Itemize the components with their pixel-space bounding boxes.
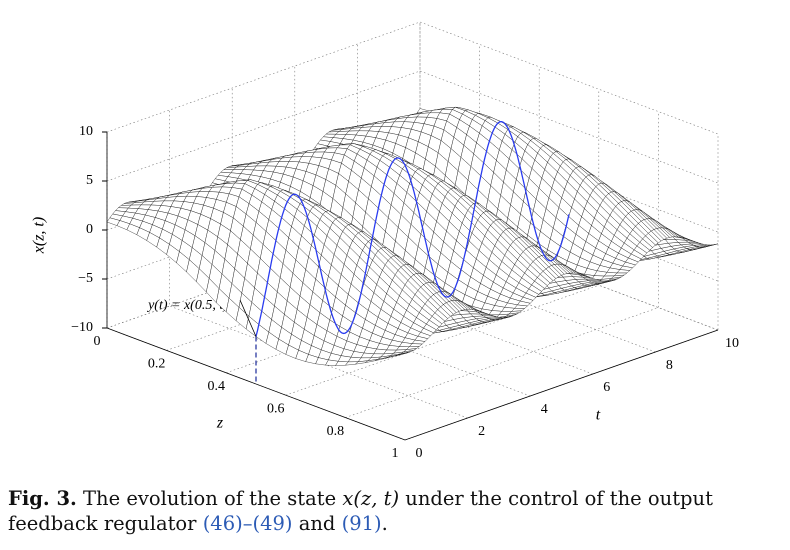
value-axis-label: x(z, t)	[31, 217, 48, 254]
grid-line	[419, 22, 719, 331]
caption-ref[interactable]: (46)–(49)	[202, 512, 293, 535]
value-tick-label: 5	[86, 173, 93, 188]
grid-line	[231, 88, 531, 397]
t-tick-label: 4	[541, 402, 548, 417]
grid-line	[169, 110, 468, 419]
value-tick-label: 0	[86, 222, 93, 237]
caption-text: under the control of the output feedback…	[8, 487, 713, 535]
grid-line	[357, 44, 656, 353]
grid-line	[294, 66, 593, 375]
value-tick-label: −5	[78, 271, 93, 286]
z-tick-label: 0.2	[148, 357, 166, 372]
t-tick-label: 2	[478, 424, 485, 439]
annotation-arrow	[239, 299, 257, 337]
caption-text: and	[298, 512, 336, 535]
surface	[106, 106, 719, 366]
output-curve	[255, 121, 570, 337]
t-tick-label: 6	[603, 380, 610, 395]
surface-cell	[395, 352, 408, 357]
caption-text: .	[381, 512, 388, 535]
caption-label: Fig. 3.	[8, 487, 77, 510]
t-tick-label: 0	[416, 446, 423, 461]
z-tick-label: 0	[94, 334, 101, 349]
caption-text: The evolution of the state	[83, 487, 337, 510]
axis-line	[106, 132, 719, 441]
value-tick-label: −10	[71, 320, 93, 335]
t-tick-label: 8	[666, 358, 673, 373]
grid-line	[106, 70, 719, 184]
value-tick-label: 10	[79, 124, 93, 139]
t-axis-label: t	[596, 407, 601, 424]
caption: Fig. 3. The evolution of the state x(z, …	[8, 486, 783, 536]
z-axis-label: z	[216, 415, 224, 432]
t-tick-label: 10	[725, 336, 739, 351]
z-tick-label: 0.8	[327, 424, 345, 439]
grid-line	[106, 21, 719, 135]
caption-ref[interactable]: (91)	[341, 512, 382, 535]
annotation: y(t) = x(0.5, t)	[146, 298, 228, 313]
grid-line	[106, 217, 719, 331]
caption-math: x(z, t)	[342, 487, 400, 510]
z-tick-label: 0.4	[207, 379, 225, 394]
figure: x(z, t) z t y(t) = x(0.5, t) −10−5051000…	[31, 21, 739, 461]
z-tick-label: 0.6	[267, 401, 285, 416]
z-tick-label: 1	[392, 446, 399, 461]
